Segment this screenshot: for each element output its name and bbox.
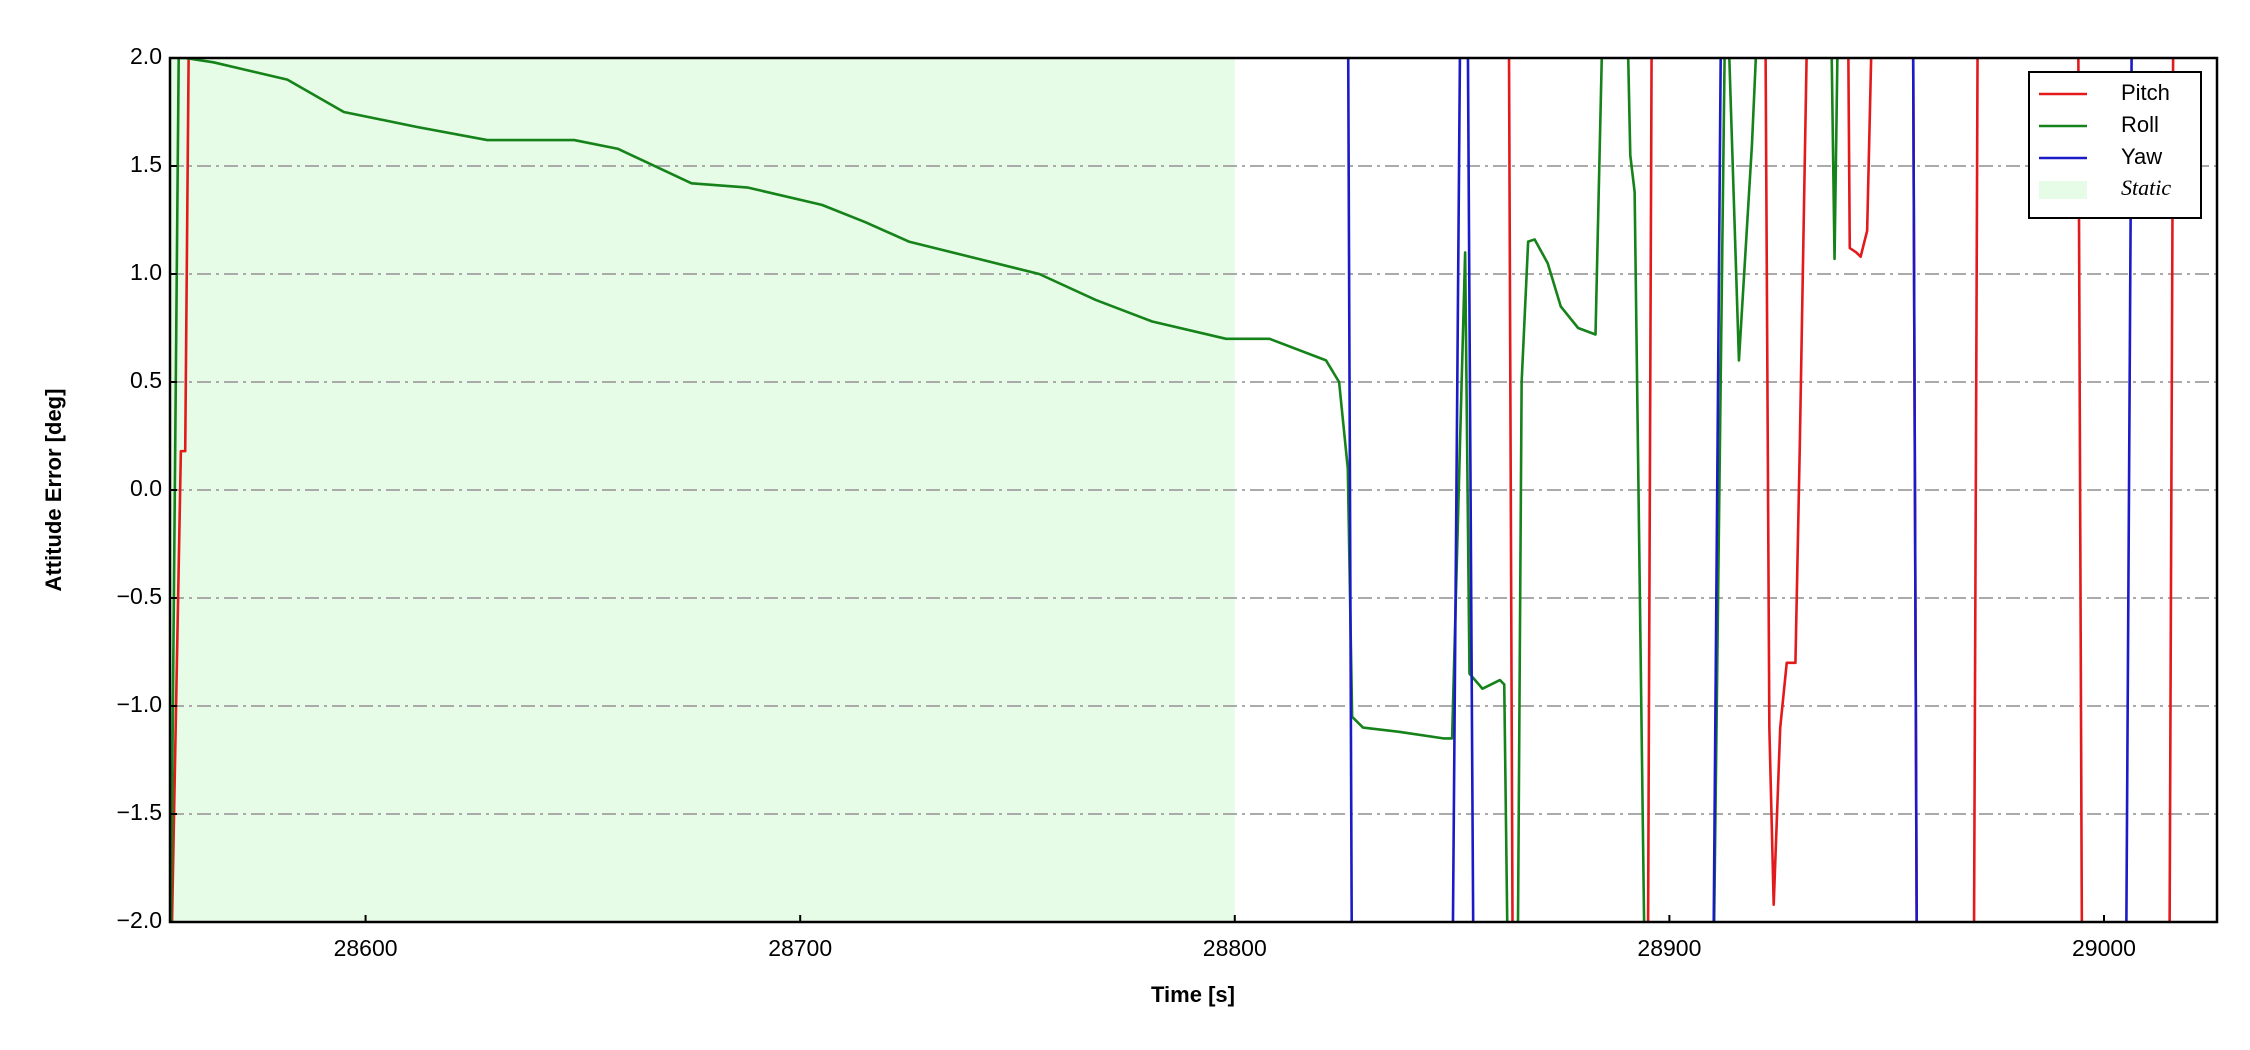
y-tick-label: −0.5 [117, 583, 162, 609]
legend-label: Static [2121, 175, 2171, 200]
legend-swatch [2039, 181, 2087, 199]
y-tick-label: −2.0 [117, 907, 162, 933]
x-tick-label: 28900 [1637, 935, 1701, 961]
x-tick-label: 28600 [334, 935, 398, 961]
y-tick-label: 0.5 [130, 367, 162, 393]
x-tick-label: 29000 [2072, 935, 2136, 961]
legend-label: Pitch [2121, 80, 2170, 105]
legend: Pitch Roll Yaw Static [2028, 71, 2202, 219]
axes: −2.0 −1.5 −1.0 −0.5 0.0 0.5 1.0 1.5 2.0 28600 2870… [117, 43, 2219, 961]
y-axis-label: Attitude Error [deg] [41, 389, 66, 592]
y-tick-label: 2.0 [130, 43, 162, 69]
y-tick-label: −1.5 [117, 799, 162, 825]
series-line [170, 58, 2175, 922]
plot-area [170, 58, 2217, 922]
x-tick-label: 28800 [1203, 935, 1267, 961]
legend-label: Yaw [2121, 144, 2162, 169]
y-tick-label: 1.0 [130, 259, 162, 285]
y-tick-label: 1.5 [130, 151, 162, 177]
y-tick-label: 0.0 [130, 475, 162, 501]
x-axis-label: Time [s] [1151, 982, 1235, 1007]
legend-label: Roll [2121, 112, 2159, 137]
y-tick-label: −1.0 [117, 691, 162, 717]
plot-frame [168, 56, 2219, 924]
x-tick-label: 28700 [768, 935, 832, 961]
series-line [170, 58, 1839, 922]
